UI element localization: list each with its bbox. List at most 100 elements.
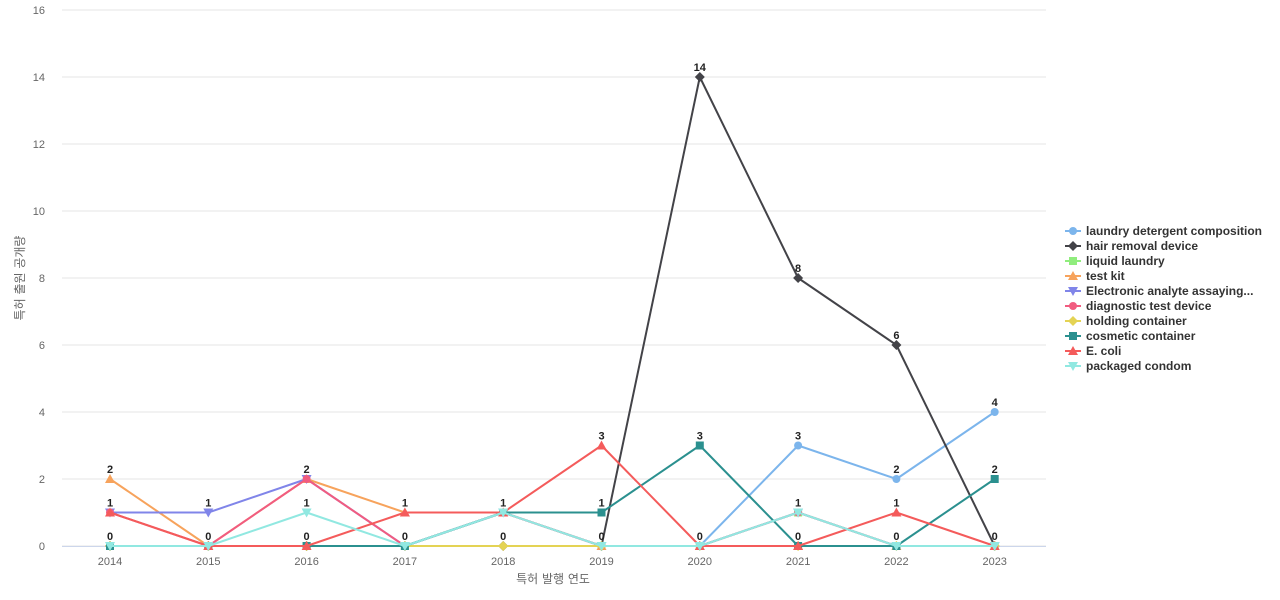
data-point xyxy=(990,475,999,483)
data-label: 2 xyxy=(304,464,310,476)
legend-marker xyxy=(1068,241,1078,251)
data-label: 0 xyxy=(205,531,211,543)
data-point xyxy=(105,542,115,551)
data-label: 1 xyxy=(500,498,506,510)
x-axis-title: 특허 발행 연도 xyxy=(516,571,590,586)
data-point xyxy=(891,340,902,350)
data-label: 1 xyxy=(598,498,604,510)
data-label: 0 xyxy=(598,531,604,543)
legend-marker xyxy=(1069,257,1077,265)
legend-label: packaged condom xyxy=(1086,359,1191,373)
series-line xyxy=(110,444,996,547)
y-tick-label: 4 xyxy=(39,407,45,419)
data-label: 0 xyxy=(500,531,506,543)
x-tick-label: 2023 xyxy=(982,556,1006,568)
data-label: 0 xyxy=(992,531,998,543)
legend-label: E. coli xyxy=(1086,344,1121,358)
series-line xyxy=(109,444,996,547)
legend-item[interactable]: diagnostic test device xyxy=(1065,299,1212,313)
data-point xyxy=(891,507,902,517)
data-point xyxy=(105,507,115,517)
x-tick-label: 2014 xyxy=(98,556,122,568)
x-tick-label: 2021 xyxy=(786,556,810,568)
data-label: 1 xyxy=(795,498,801,510)
legend-marker xyxy=(1068,316,1078,326)
data-point xyxy=(596,440,607,450)
data-point xyxy=(793,541,804,550)
data-label: 0 xyxy=(402,531,408,543)
legend-marker xyxy=(1068,287,1078,296)
data-label: 2 xyxy=(992,464,998,476)
legend-item[interactable]: test kit xyxy=(1065,269,1125,283)
data-label: 2 xyxy=(893,464,899,476)
data-point xyxy=(891,542,902,551)
data-label: 1 xyxy=(205,498,211,510)
data-point xyxy=(597,508,606,517)
legend-item[interactable]: packaged condom xyxy=(1065,359,1191,373)
x-tick-label: 2018 xyxy=(491,556,515,568)
data-label: 0 xyxy=(893,531,899,543)
y-tick-label: 12 xyxy=(33,139,45,151)
data-point xyxy=(892,475,901,483)
data-label: 1 xyxy=(402,498,408,510)
data-point xyxy=(301,541,312,550)
legend-label: hair removal device xyxy=(1086,239,1198,253)
data-point xyxy=(105,474,115,483)
series-10 xyxy=(105,508,1000,551)
legend-marker xyxy=(1068,346,1078,355)
data-label: 3 xyxy=(598,431,604,443)
y-tick-label: 8 xyxy=(39,273,45,285)
data-label: 8 xyxy=(795,263,801,275)
y-tick-label: 10 xyxy=(33,206,45,218)
series-8 xyxy=(106,441,999,550)
legend-item[interactable]: cosmetic container xyxy=(1065,329,1196,343)
legend-marker xyxy=(1068,271,1078,280)
data-point xyxy=(498,508,509,518)
legend-item[interactable]: E. coli xyxy=(1065,344,1121,358)
data-point xyxy=(989,542,1000,551)
data-point xyxy=(694,542,705,551)
data-label: 0 xyxy=(107,531,113,543)
x-tick-label: 2016 xyxy=(294,556,318,568)
x-tick-label: 2020 xyxy=(688,556,712,568)
y-tick-label: 14 xyxy=(33,72,45,84)
y-tick-label: 6 xyxy=(39,340,45,352)
data-label: 3 xyxy=(697,431,703,443)
data-point xyxy=(596,542,607,551)
data-label: 1 xyxy=(304,498,310,510)
legend-marker xyxy=(1069,227,1077,235)
series-9 xyxy=(105,440,1000,550)
data-point xyxy=(302,475,311,483)
data-point xyxy=(399,507,410,517)
legend-label: laundry detergent composition xyxy=(1086,224,1262,238)
legend-label: Electronic analyte assaying... xyxy=(1086,284,1253,298)
legend-item[interactable]: Electronic analyte assaying... xyxy=(1065,284,1253,298)
data-point xyxy=(203,508,214,518)
legend-item[interactable]: liquid laundry xyxy=(1065,254,1165,268)
y-tick-label: 16 xyxy=(33,5,45,17)
x-tick-label: 2019 xyxy=(589,556,613,568)
y-tick-label: 2 xyxy=(39,474,45,486)
x-tick-label: 2022 xyxy=(884,556,908,568)
legend-label: cosmetic container xyxy=(1086,329,1196,343)
legend-marker xyxy=(1069,302,1077,310)
legend-item[interactable]: laundry detergent composition xyxy=(1065,224,1262,238)
series-line xyxy=(110,76,996,547)
series-line xyxy=(110,511,995,547)
legend-label: holding container xyxy=(1086,314,1187,328)
legend-marker xyxy=(1068,362,1078,371)
data-point xyxy=(498,541,509,551)
data-label: 2 xyxy=(107,464,113,476)
y-axis-ticks: 0 2 4 6 8 10 12 14 16 xyxy=(33,5,45,553)
legend-item[interactable]: holding container xyxy=(1065,314,1187,328)
data-point xyxy=(399,542,410,551)
data-point xyxy=(793,508,804,518)
data-point xyxy=(301,508,312,518)
data-point xyxy=(695,441,704,450)
data-label: 1 xyxy=(893,498,899,510)
data-point xyxy=(793,273,804,283)
legend-item[interactable]: hair removal device xyxy=(1065,239,1198,253)
